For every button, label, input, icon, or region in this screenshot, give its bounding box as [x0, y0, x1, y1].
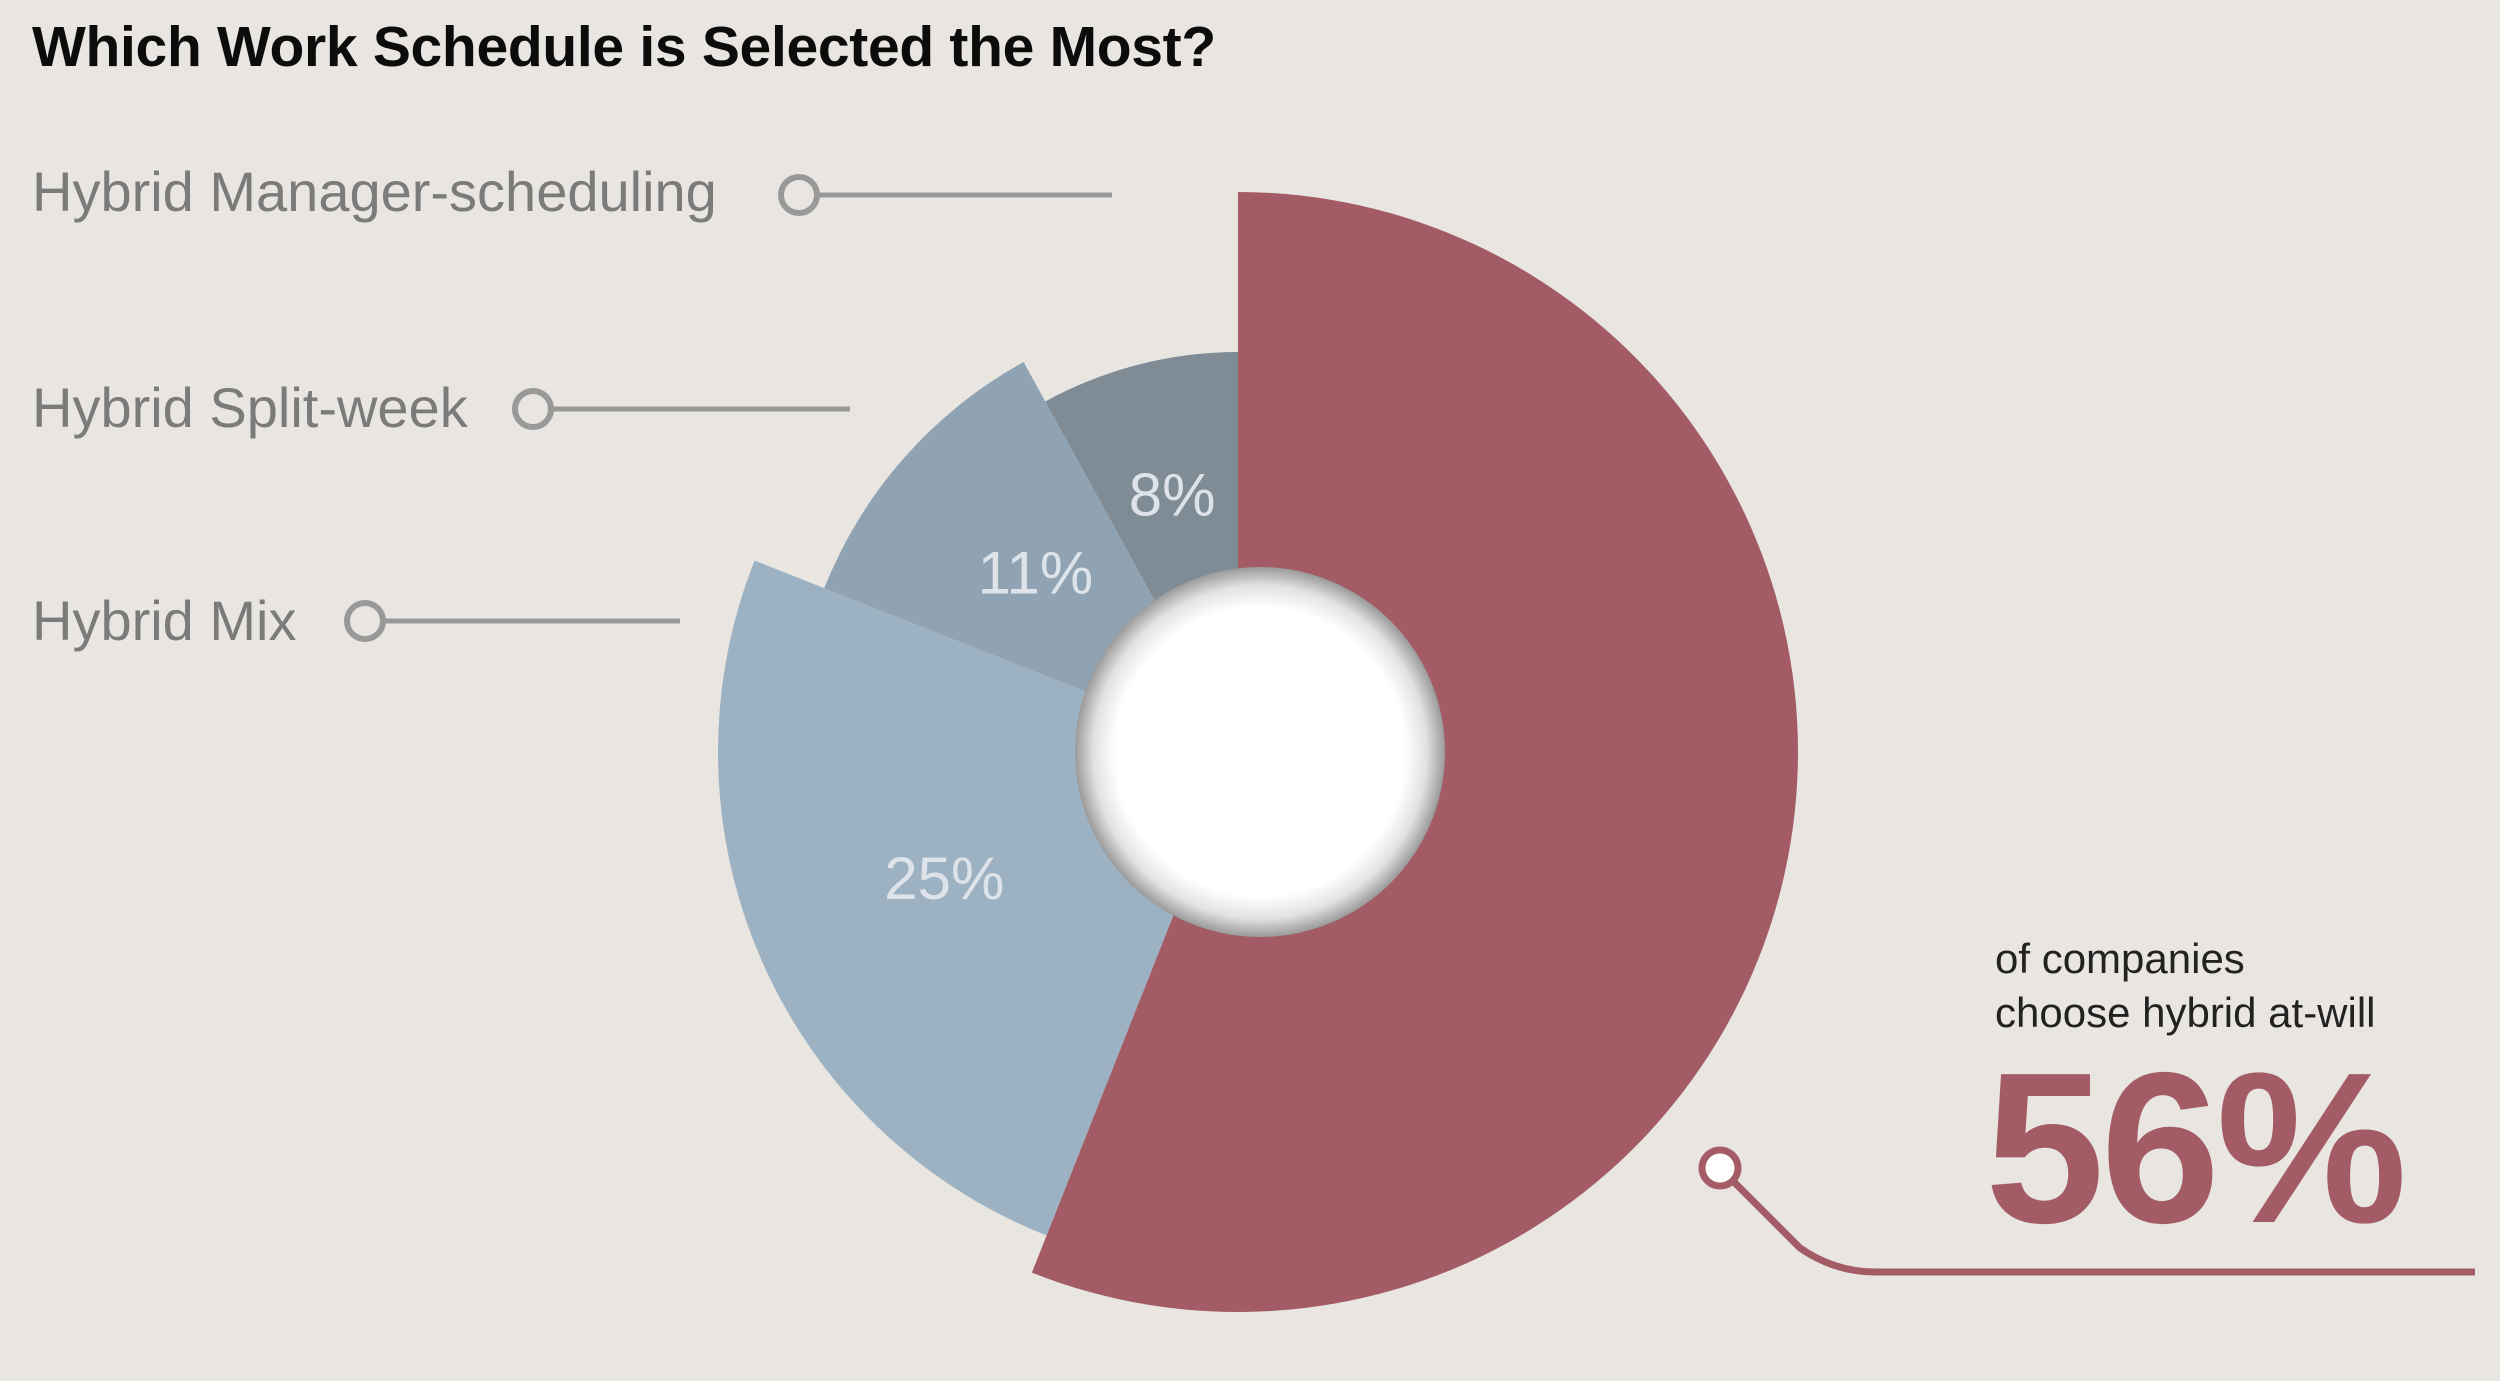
legend-label-split-week: Hybrid Split-week: [32, 376, 468, 439]
slice-label-25pct: 25%: [884, 845, 1004, 912]
legend-marker-circle: [512, 388, 554, 430]
donut-hole: [1075, 567, 1445, 937]
callout-marker-circle: [1698, 1146, 1742, 1190]
legend-label-mix: Hybrid Mix: [32, 589, 297, 652]
slice-label-8pct: 8%: [1129, 461, 1216, 528]
callout-line1: of companies: [1995, 935, 2245, 982]
legend-label-manager-scheduling: Hybrid Manager-scheduling: [32, 160, 717, 223]
legend-marker-circle: [344, 600, 386, 642]
slice-hybrid-manager-scheduling: [1045, 352, 1238, 630]
callout-text: of companies choose hybrid at-will: [1995, 932, 2376, 1040]
callout-leader-line: [1717, 1165, 2475, 1276]
slice-hybrid-split-week: [824, 362, 1171, 701]
callout-line2: choose hybrid at-will: [1995, 989, 2376, 1036]
slice-hybrid-mix: [718, 560, 1187, 1236]
callout-value: 56%: [1985, 1027, 2407, 1268]
chart-title: Which Work Schedule is Selected the Most…: [32, 15, 1216, 79]
legend-marker-circle: [778, 174, 820, 216]
slice-label-11pct: 11%: [978, 539, 1094, 606]
